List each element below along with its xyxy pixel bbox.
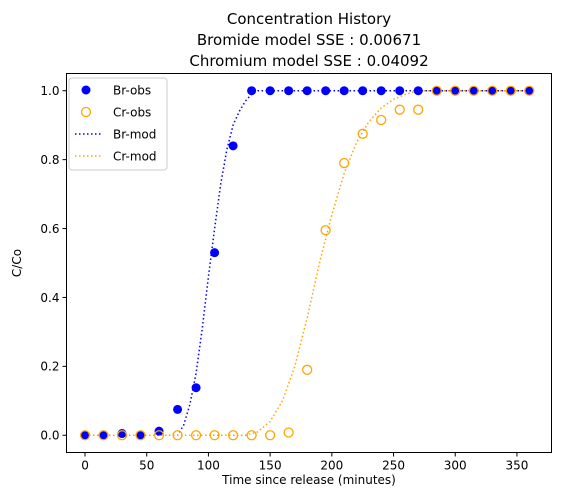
point-cr-obs — [468, 85, 479, 96]
point-br-obs — [376, 86, 386, 96]
point-br-obs — [339, 86, 349, 96]
point-br-obs — [191, 383, 201, 393]
point-cr-obs — [431, 85, 442, 96]
point-cr-obs — [487, 85, 498, 96]
point-br-obs — [136, 430, 146, 440]
x-tick-label: 350 — [505, 459, 528, 473]
point-br-obs — [487, 86, 497, 96]
series-layer — [79, 85, 535, 441]
point-br-obs — [80, 430, 90, 440]
point-br-obs — [469, 86, 479, 96]
x-tick-label: 250 — [382, 459, 405, 473]
point-cr-obs — [246, 430, 257, 441]
y-tick-label: 0.2 — [40, 360, 59, 374]
point-cr-obs — [79, 430, 91, 441]
point-br-obs — [265, 86, 275, 96]
point-cr-obs — [172, 430, 183, 441]
chart-title-line-1: Concentration History — [227, 10, 391, 28]
point-br-obs — [506, 86, 516, 96]
y-tick-label: 0.6 — [40, 222, 59, 236]
point-br-obs — [524, 86, 534, 96]
point-cr-obs — [505, 85, 516, 96]
series-line-cr-mod — [85, 89, 530, 437]
legend-marker-br-obs — [81, 85, 91, 95]
point-cr-obs — [413, 104, 424, 115]
y-tick-label: 0.8 — [40, 153, 59, 167]
point-br-obs — [321, 86, 331, 96]
point-cr-obs — [394, 104, 405, 115]
point-br-obs — [284, 86, 294, 96]
point-cr-obs — [209, 430, 220, 441]
axis-layer: 0 50 100 150 200 250 300 350 0.0 0.2 0.4 0.6 0.8 1.0 — [40, 84, 528, 472]
point-cr-obs — [320, 225, 331, 236]
point-cr-obs — [190, 430, 202, 441]
point-br-obs — [99, 430, 109, 440]
chart-title-line-2: Bromide model SSE : 0.00671 — [197, 31, 421, 49]
point-cr-obs — [116, 430, 128, 441]
chart-title-line-3: Chromium model SSE : 0.04092 — [189, 52, 428, 70]
point-cr-obs — [524, 85, 535, 96]
x-tick-label: 0 — [81, 459, 89, 473]
point-cr-obs — [357, 128, 368, 139]
point-cr-obs — [153, 430, 165, 441]
legend-box — [68, 77, 168, 171]
y-tick-label: 0.4 — [40, 291, 59, 305]
legend-label-cr-mod: Cr-mod — [113, 150, 157, 164]
x-tick-label: 100 — [197, 459, 220, 473]
y-tick-label: 0.0 — [40, 429, 59, 443]
point-cr-obs — [227, 430, 239, 441]
point-cr-obs — [135, 430, 146, 441]
point-br-obs — [413, 86, 423, 96]
point-br-obs — [395, 86, 405, 96]
x-tick-label: 150 — [259, 459, 282, 473]
legend: Br-obs Cr-obs Br-mod Cr-mod — [68, 77, 168, 171]
x-axis-label: Time since release (minutes) — [221, 473, 396, 487]
point-cr-obs — [283, 427, 294, 438]
point-br-obs — [210, 248, 220, 258]
point-br-obs — [450, 86, 460, 96]
legend-label-br-obs: Br-obs — [113, 84, 151, 98]
point-cr-obs — [264, 430, 276, 441]
point-cr-obs — [98, 430, 109, 441]
point-br-obs — [358, 86, 368, 96]
legend-marker-cr-obs — [80, 106, 92, 118]
point-br-obs — [432, 86, 442, 96]
point-br-obs — [173, 404, 183, 414]
y-tick-label: 1.0 — [40, 84, 59, 98]
legend-label-br-mod: Br-mod — [113, 128, 156, 142]
point-cr-obs — [339, 157, 350, 169]
point-cr-obs — [301, 364, 313, 375]
point-br-obs — [302, 86, 312, 96]
point-cr-obs — [376, 114, 387, 126]
point-cr-obs — [450, 85, 461, 96]
x-tick-label: 50 — [139, 459, 154, 473]
point-br-obs — [228, 141, 238, 151]
y-axis-label: C/Co — [10, 249, 24, 277]
plot-frame — [66, 73, 552, 453]
x-tick-label: 200 — [320, 459, 343, 473]
x-tick-label: 300 — [444, 459, 467, 473]
legend-label-cr-obs: Cr-obs — [113, 106, 151, 120]
point-br-obs — [247, 86, 257, 96]
